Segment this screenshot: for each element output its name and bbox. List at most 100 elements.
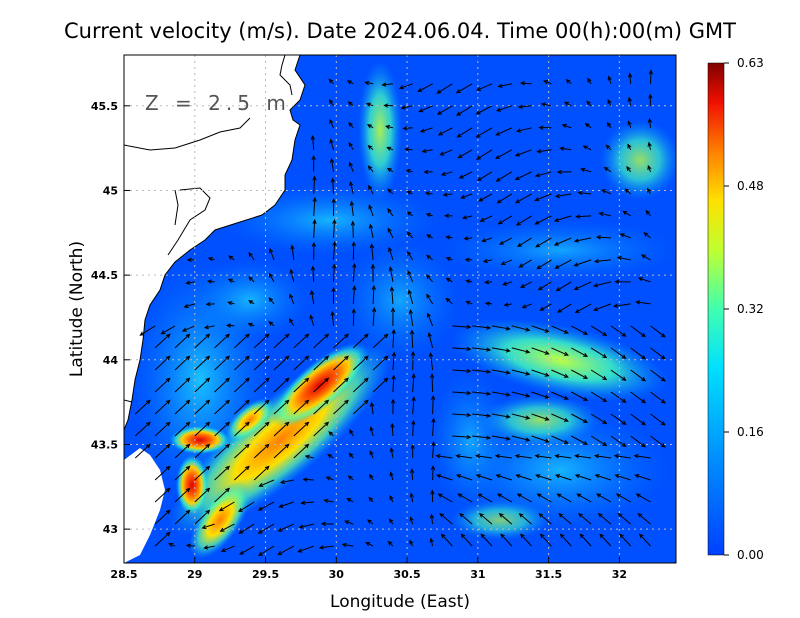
velocity-arrow bbox=[650, 435, 666, 448]
velocity-arrow bbox=[409, 492, 414, 503]
velocity-arrow bbox=[593, 258, 611, 264]
velocity-arrow bbox=[480, 533, 493, 547]
chart-title: Current velocity (m/s). Date 2024.06.04.… bbox=[64, 19, 736, 43]
velocity-arrow bbox=[436, 105, 453, 115]
velocity-arrow bbox=[590, 325, 608, 337]
velocity-arrow bbox=[429, 537, 434, 547]
velocity-arrow bbox=[253, 421, 270, 437]
velocity-arrow bbox=[460, 533, 473, 547]
velocity-arrow bbox=[311, 154, 316, 172]
velocity-arrow bbox=[406, 190, 413, 195]
velocity-arrow bbox=[650, 369, 666, 382]
velocity-arrow bbox=[444, 213, 453, 219]
velocity-arrow bbox=[606, 121, 612, 129]
velocity-arrow bbox=[352, 333, 369, 349]
velocity-arrow bbox=[346, 498, 354, 503]
velocity-arrow bbox=[610, 369, 627, 381]
velocity-arrow bbox=[419, 127, 433, 133]
velocity-arrow bbox=[475, 149, 493, 160]
velocity-arrow bbox=[579, 533, 592, 547]
velocity-arrow bbox=[472, 413, 492, 418]
velocity-arrow bbox=[185, 280, 195, 285]
velocity-arrow bbox=[220, 545, 235, 552]
velocity-arrow bbox=[404, 147, 413, 152]
velocity-arrow bbox=[411, 419, 416, 437]
velocity-arrow bbox=[563, 101, 572, 107]
velocity-arrow bbox=[627, 120, 632, 128]
velocity-arrow bbox=[476, 171, 493, 182]
velocity-arrow bbox=[610, 347, 627, 359]
velocity-arrow bbox=[599, 533, 612, 547]
velocity-arrow bbox=[475, 454, 493, 459]
velocity-arrow bbox=[431, 441, 436, 459]
velocity-arrow bbox=[561, 123, 572, 129]
velocity-arrow bbox=[491, 413, 511, 419]
velocity-arrow bbox=[277, 523, 295, 532]
velocity-arrow bbox=[495, 149, 513, 159]
velocity-arrow bbox=[253, 377, 270, 393]
y-tick-label: 43.5 bbox=[91, 438, 118, 451]
velocity-arrow bbox=[277, 545, 295, 556]
velocity-arrow bbox=[400, 105, 413, 110]
velocity-arrow bbox=[387, 227, 394, 239]
velocity-arrow bbox=[497, 83, 512, 88]
velocity-arrow bbox=[313, 333, 330, 349]
velocity-arrow bbox=[372, 355, 389, 371]
velocity-arrow bbox=[534, 193, 552, 202]
velocity-arrow bbox=[574, 474, 592, 481]
velocity-arrow bbox=[154, 531, 171, 547]
velocity-arrow bbox=[384, 124, 394, 130]
velocity-arrow bbox=[289, 293, 295, 305]
velocity-arrow bbox=[531, 435, 550, 443]
velocity-arrow bbox=[496, 193, 513, 204]
velocity-arrow bbox=[348, 121, 354, 129]
velocity-arrow bbox=[503, 302, 512, 307]
velocity-arrow bbox=[368, 223, 374, 239]
velocity-arrow bbox=[646, 187, 652, 195]
velocity-arrow bbox=[515, 127, 532, 133]
velocity-arrow bbox=[387, 188, 394, 195]
velocity-arrow bbox=[238, 523, 255, 534]
velocity-arrow bbox=[248, 299, 255, 305]
velocity-arrow bbox=[511, 369, 531, 376]
velocity-arrow bbox=[452, 324, 472, 330]
velocity-arrow bbox=[539, 533, 552, 547]
velocity-arrow bbox=[228, 255, 235, 261]
velocity-arrow bbox=[452, 346, 472, 352]
velocity-arrow bbox=[517, 104, 532, 109]
velocity-arrow bbox=[174, 399, 191, 415]
y-tick-label: 44.5 bbox=[91, 269, 118, 282]
velocity-arrow bbox=[519, 281, 532, 288]
velocity-arrow bbox=[535, 474, 552, 481]
velocity-arrow bbox=[650, 391, 666, 404]
velocity-arrow bbox=[476, 83, 493, 91]
velocity-arrow bbox=[554, 193, 572, 199]
velocity-arrow bbox=[320, 521, 334, 527]
velocity-arrow bbox=[325, 476, 334, 481]
velocity-arrow bbox=[502, 281, 512, 286]
velocity-arrow bbox=[194, 399, 211, 415]
velocity-arrow bbox=[538, 512, 552, 525]
velocity-arrow bbox=[369, 450, 374, 459]
velocity-arrow bbox=[332, 218, 337, 238]
velocity-arrow bbox=[154, 443, 171, 459]
velocity-arrow bbox=[614, 474, 631, 481]
velocity-arrow bbox=[458, 171, 473, 179]
velocity-arrow bbox=[479, 215, 493, 222]
velocity-arrow bbox=[369, 473, 374, 481]
velocity-arrow bbox=[445, 235, 453, 240]
velocity-arrow bbox=[268, 297, 275, 305]
velocity-arrow bbox=[273, 421, 290, 437]
velocity-arrow bbox=[597, 512, 612, 525]
velocity-arrow bbox=[607, 98, 612, 107]
velocity-arrow bbox=[634, 474, 651, 481]
velocity-arrow bbox=[551, 413, 569, 422]
velocity-arrow bbox=[559, 533, 572, 547]
velocity-arrow bbox=[293, 333, 310, 349]
velocity-arrow bbox=[390, 307, 396, 326]
velocity-arrow bbox=[531, 413, 550, 421]
velocity-arrow bbox=[409, 468, 415, 481]
velocity-arrow bbox=[429, 513, 435, 525]
x-tick-label: 31.5 bbox=[535, 568, 562, 581]
